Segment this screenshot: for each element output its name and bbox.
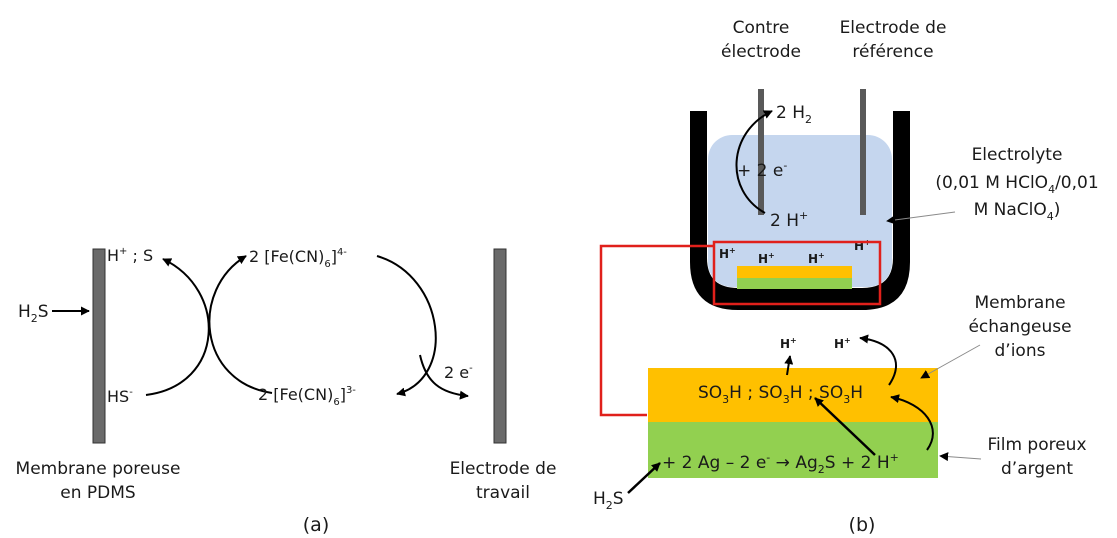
cell-silver-layer (737, 278, 852, 289)
proton-diffusion-arrow (814, 397, 876, 456)
plus-2e-label: + 2 e- (737, 159, 787, 181)
reduction-arrow (208, 255, 273, 394)
cell-hplus-3: H+ (808, 251, 825, 266)
so3h-row: SO3H ; SO3H ; SO3H (698, 383, 863, 406)
electrolyte-pointer (886, 211, 956, 225)
released-hplus-2: H+ (834, 336, 851, 351)
membrane-pointer (920, 344, 981, 379)
released-hplus-1: H+ (780, 336, 797, 351)
membrane-label-line2-b: échangeuse (968, 317, 1071, 337)
reference-electrode-rod (860, 89, 866, 215)
ion-exchange-membrane (648, 368, 938, 422)
counter-electrode-rod (758, 89, 764, 215)
electrode-label-line2: travail (476, 483, 530, 503)
silver-reaction: + 2 Ag – 2 e- → Ag2S + 2 H+ (662, 451, 899, 476)
oxidation-arrow (145, 258, 210, 396)
electrolyte-body (708, 135, 892, 287)
zoom-highlight-box (712, 240, 882, 306)
proton-hop-arrow-2 (859, 334, 898, 386)
h2-evolution-arrow (735, 110, 773, 214)
cell-membrane-layer (737, 266, 852, 278)
electrolyte-line3: M NaClO4) (974, 200, 1061, 223)
hplus-s-label: H+ ; S (107, 246, 153, 265)
electrolyte-line1: Electrolyte (972, 145, 1063, 165)
proton-hop-arrow-1 (784, 355, 794, 376)
regeneration-arrow (376, 255, 437, 397)
panel-b: Contre électrode Electrode de référence … (593, 18, 1099, 536)
membrane-label-line3-b: d’ions (995, 341, 1046, 361)
h2s-input-arrow-b (627, 462, 661, 494)
working-electrode-bar (493, 248, 507, 444)
electrode-label-line1: Electrode de (450, 459, 557, 479)
counter-electrode-line2: électrode (721, 42, 801, 62)
ref-electrode-line2: référence (852, 42, 933, 62)
ref-electrode-line1: Electrode de (840, 18, 947, 38)
electrons-label-a: 2 e- (444, 363, 473, 382)
cell-hplus-2: H+ (758, 251, 775, 266)
membrane-label-line2: en PDMS (60, 483, 135, 503)
h2s-label-a: H2S (18, 302, 49, 325)
pdms-membrane-bar (92, 248, 106, 444)
hs-label: HS- (107, 387, 133, 406)
cell-hplus-1: H+ (719, 246, 736, 261)
proton-release-arrow (890, 394, 934, 451)
two-hplus-label: 2 H+ (770, 209, 808, 231)
cell-wall (690, 111, 910, 310)
h2-label: 2 H2 (776, 103, 812, 126)
ferrocyanide-label: 2 [Fe(CN)6]4- (249, 247, 347, 270)
electron-transfer-arrow (419, 354, 469, 400)
film-pointer (939, 452, 982, 462)
caption-a: (a) (303, 514, 329, 536)
film-label-line1: Film poreux (987, 435, 1086, 455)
membrane-label-line1-b: Membrane (974, 293, 1065, 313)
porous-silver-film (648, 422, 938, 478)
counter-electrode-line1: Contre (733, 18, 790, 38)
panel-a: H2S H+ ; S HS- 2 [Fe(CN)6]4- 2 [Fe(CN)6]… (16, 246, 557, 536)
caption-b: (b) (849, 514, 876, 536)
ferricyanide-label: 2 [Fe(CN)6]3- (258, 385, 356, 408)
zoom-connector (599, 244, 714, 417)
film-label-line2: d’argent (1001, 459, 1073, 479)
h2s-label-b: H2S (593, 489, 624, 512)
membrane-label-line1: Membrane poreuse (16, 459, 181, 479)
electrolyte-line2: (0,01 M HClO4/0,01 (935, 173, 1098, 196)
